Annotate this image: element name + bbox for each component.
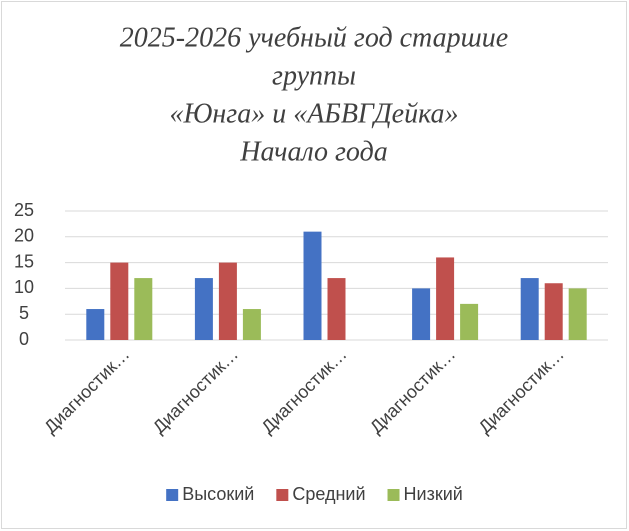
legend-label: Средний bbox=[292, 484, 365, 504]
bar bbox=[303, 231, 322, 340]
bar bbox=[568, 288, 587, 340]
bar bbox=[218, 262, 237, 340]
bar bbox=[520, 278, 539, 340]
legend: Высокий Средний Низкий bbox=[166, 484, 463, 504]
bar bbox=[242, 309, 261, 340]
legend-swatch bbox=[276, 489, 289, 501]
bar bbox=[110, 262, 129, 340]
bar bbox=[86, 309, 105, 340]
legend-label: Высокий bbox=[182, 484, 254, 504]
y-tick-label: 10 bbox=[14, 277, 34, 297]
y-tick-label: 25 bbox=[14, 200, 34, 220]
legend-swatch bbox=[387, 489, 400, 501]
legend-label: Низкий bbox=[404, 484, 463, 504]
chart-title: группы bbox=[272, 60, 356, 91]
bar bbox=[436, 257, 455, 340]
bar bbox=[134, 278, 153, 340]
bar bbox=[544, 283, 563, 340]
y-tick-label: 0 bbox=[19, 329, 29, 349]
chart-title: «Юнга» и «АБВГДейка» bbox=[169, 98, 458, 129]
bar bbox=[194, 278, 213, 340]
bar bbox=[327, 278, 346, 340]
chart-title: 2025-2026 учебный год старшие bbox=[120, 22, 508, 53]
y-tick-label: 5 bbox=[19, 303, 29, 323]
legend-swatch bbox=[166, 489, 179, 501]
y-tick-label: 15 bbox=[14, 251, 34, 271]
bar bbox=[412, 288, 431, 340]
bar bbox=[460, 303, 479, 340]
y-tick-label: 20 bbox=[14, 226, 34, 246]
chart-title: Начало года bbox=[239, 136, 387, 167]
